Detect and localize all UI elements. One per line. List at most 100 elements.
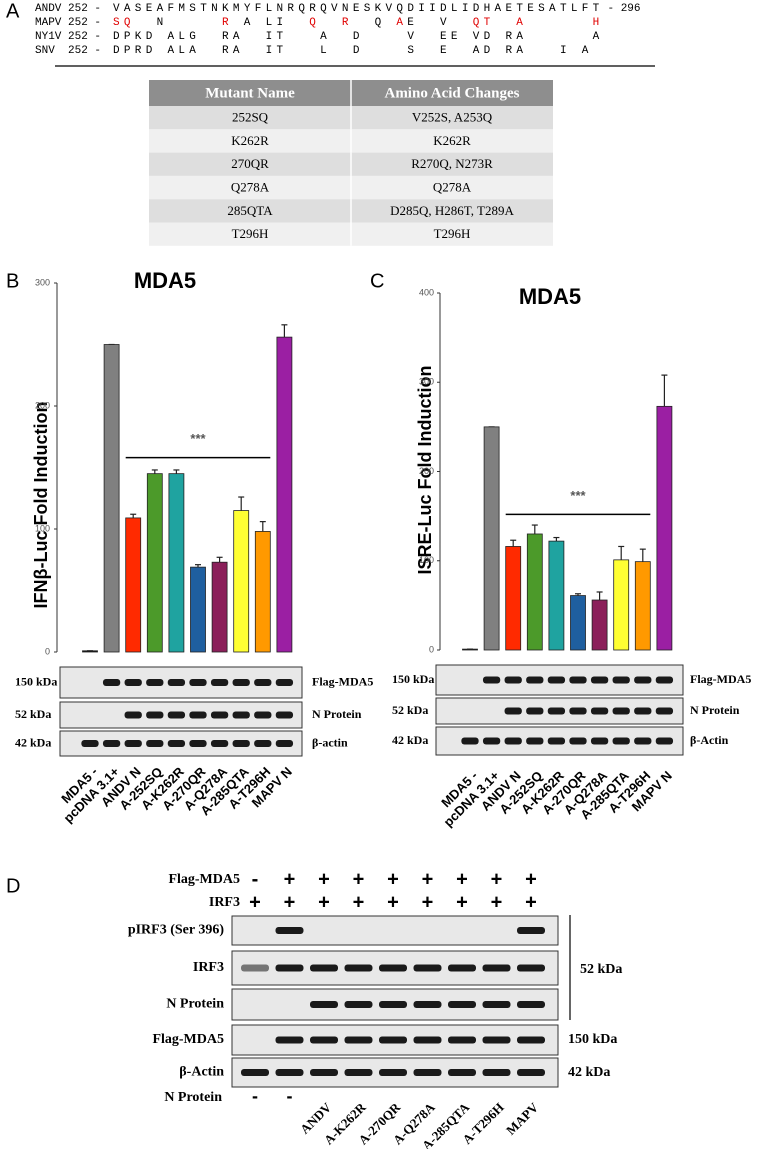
bar	[168, 473, 185, 653]
blot-protein: N Protein	[690, 703, 740, 717]
blot-size: 42 kDa	[392, 733, 428, 747]
bar	[483, 426, 500, 651]
sequence-segment: R	[222, 17, 233, 29]
blot-band	[310, 1069, 338, 1076]
treatment-sign: +	[491, 868, 503, 890]
blot-size: 150 kDa	[15, 674, 57, 688]
treatment-sign: +	[249, 891, 261, 913]
blot-band	[379, 1036, 407, 1044]
sequence-segment: Q	[309, 17, 320, 29]
blot-size: 52 kDa	[580, 962, 622, 977]
sequence-name: ANDV 252 -	[35, 3, 101, 15]
blot-band	[482, 1036, 511, 1044]
blot-protein: pIRF3 (Ser 396)	[128, 923, 225, 938]
blot-band	[526, 737, 544, 745]
blot-band	[448, 1036, 476, 1044]
blot-band	[634, 707, 652, 715]
table-cell: Q278A	[433, 180, 472, 195]
bar	[254, 531, 271, 653]
blot-band	[146, 711, 164, 719]
blot-protein: β-Actin	[179, 1065, 224, 1080]
sequence-segment: R	[342, 17, 353, 29]
blot-band	[612, 707, 630, 715]
table-cell: T296H	[434, 226, 471, 241]
significance-label: ***	[190, 431, 206, 446]
blot-band	[102, 740, 121, 747]
blot-size: 42 kDa	[568, 1065, 610, 1080]
treatment-sign: +	[284, 868, 296, 890]
blot-band	[344, 1069, 373, 1076]
blot-size: 150 kDa	[568, 1032, 617, 1047]
blot-band	[275, 964, 304, 972]
treatment-sign: +	[387, 868, 399, 890]
blot-band	[634, 676, 652, 684]
blot-band	[167, 740, 186, 747]
blot-band	[547, 737, 566, 745]
blot-band	[590, 676, 609, 684]
bar	[82, 650, 98, 653]
table-cell: K262R	[433, 133, 471, 148]
blot-band	[254, 740, 272, 747]
bar	[462, 648, 478, 651]
blot-band	[102, 679, 121, 686]
table-cell: V252S, A253Q	[412, 110, 493, 125]
blot-band	[379, 964, 407, 972]
blot-band	[413, 1069, 442, 1076]
treatment-sign: +	[422, 891, 434, 913]
blot-band	[413, 1001, 442, 1008]
blot-size: 150 kDa	[392, 672, 434, 686]
blot-band	[310, 964, 338, 972]
sequence-segment: H	[593, 17, 604, 29]
y-tick-label: 100	[419, 555, 434, 565]
sequence-segment	[320, 17, 342, 29]
blot-band	[655, 737, 674, 745]
y-tick-label: 0	[429, 644, 434, 654]
blot-size: 52 kDa	[15, 707, 51, 721]
sequence-segment	[495, 17, 517, 29]
table-cell: 252SQ	[232, 110, 269, 125]
blot-protein: β-actin	[312, 735, 348, 749]
y-tick-label: 300	[35, 277, 50, 287]
bar	[570, 595, 586, 651]
blot-band	[189, 679, 207, 686]
blot-size: 52 kDa	[392, 703, 428, 717]
blot-band	[275, 1036, 304, 1044]
blot-band	[275, 740, 294, 747]
table-cell: K262R	[231, 133, 269, 148]
blot-band	[210, 740, 229, 747]
y-tick-label: 200	[419, 466, 434, 476]
blot-protein: Flag-MDA5	[690, 672, 751, 686]
blot-band	[461, 737, 479, 745]
bar	[548, 540, 565, 651]
blot-band	[569, 707, 587, 715]
blot-band	[275, 679, 294, 686]
sequence-segment: QT	[473, 17, 495, 29]
bar	[146, 473, 163, 653]
blot-band	[482, 964, 511, 972]
blot-band	[634, 737, 652, 745]
blot-band	[146, 740, 164, 747]
blot-band	[310, 1036, 338, 1044]
blot-size: 42 kDa	[15, 735, 51, 749]
blot-band	[504, 737, 522, 745]
sequence-segment: A	[396, 17, 407, 29]
blot-band	[124, 679, 142, 686]
chart-title: MDA5	[519, 284, 581, 309]
blot-protein: Flag-MDA5	[152, 1032, 224, 1047]
blot-band	[241, 1069, 269, 1076]
lane-label: -	[252, 1086, 258, 1106]
treatment-sign: +	[525, 891, 537, 913]
treatment-sign: +	[353, 891, 365, 913]
treatment-sign: +	[456, 891, 468, 913]
sequence-name: SNV 252 -	[35, 45, 101, 57]
blot-band	[569, 737, 587, 745]
sequence-segment: Q	[353, 17, 397, 29]
blot-band	[517, 1036, 545, 1044]
y-tick-label: 400	[419, 287, 434, 297]
lane-label: MAPV	[503, 1099, 542, 1138]
table-cell: D285Q, H286T, T289A	[390, 203, 514, 218]
treatment-sign: +	[422, 868, 434, 890]
panel-label: C	[370, 270, 384, 292]
